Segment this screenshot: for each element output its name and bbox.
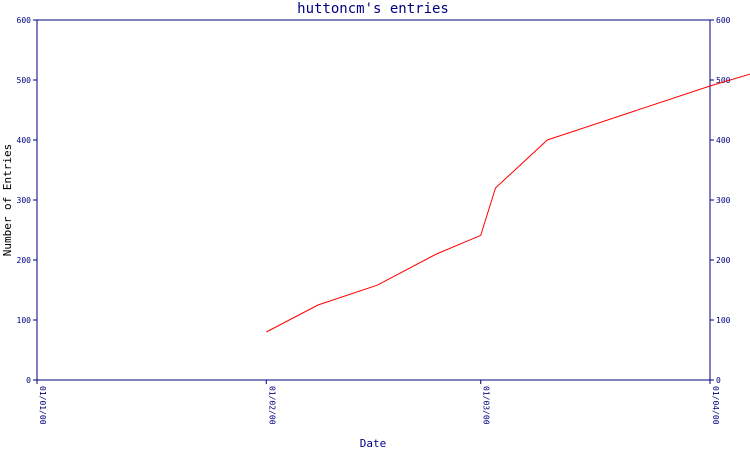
x-tick-label: 01/01/00 — [38, 386, 47, 425]
y-tick-label-left: 0 — [26, 376, 31, 385]
plot-area — [36, 19, 711, 381]
y-tick-label-left: 300 — [17, 196, 32, 205]
x-tick-label: 01/03/00 — [482, 386, 491, 425]
y-tick-label-right: 100 — [716, 316, 731, 325]
x-tick-label: 01/04/00 — [711, 386, 720, 425]
x-axis-label: Date — [360, 437, 387, 450]
y-axis-label: Number of Entries — [1, 144, 14, 257]
y-tick-label-right: 400 — [716, 136, 731, 145]
y-tick-label-left: 400 — [17, 136, 32, 145]
y-axis-right: 0 100 200 300 400 500 600 — [710, 16, 731, 385]
y-tick-label-left: 600 — [17, 16, 32, 25]
chart-title: huttoncm's entries — [297, 1, 449, 17]
y-tick-label-left: 100 — [17, 316, 32, 325]
x-axis: 01/01/00 01/02/00 01/03/00 01/04/00 — [36, 380, 720, 425]
y-tick-label-right: 600 — [716, 16, 731, 25]
y-tick-label-right: 500 — [716, 76, 731, 85]
y-tick-label-right: 0 — [716, 376, 721, 385]
entries-series-line — [266, 73, 750, 333]
y-tick-label-right: 200 — [716, 256, 731, 265]
y-tick-label-right: 300 — [716, 196, 731, 205]
y-tick-label-left: 200 — [17, 256, 32, 265]
x-tick-label: 01/02/00 — [267, 386, 276, 425]
y-axis-left: 0 100 200 300 400 500 600 — [17, 16, 37, 385]
y-tick-label-left: 500 — [17, 76, 32, 85]
